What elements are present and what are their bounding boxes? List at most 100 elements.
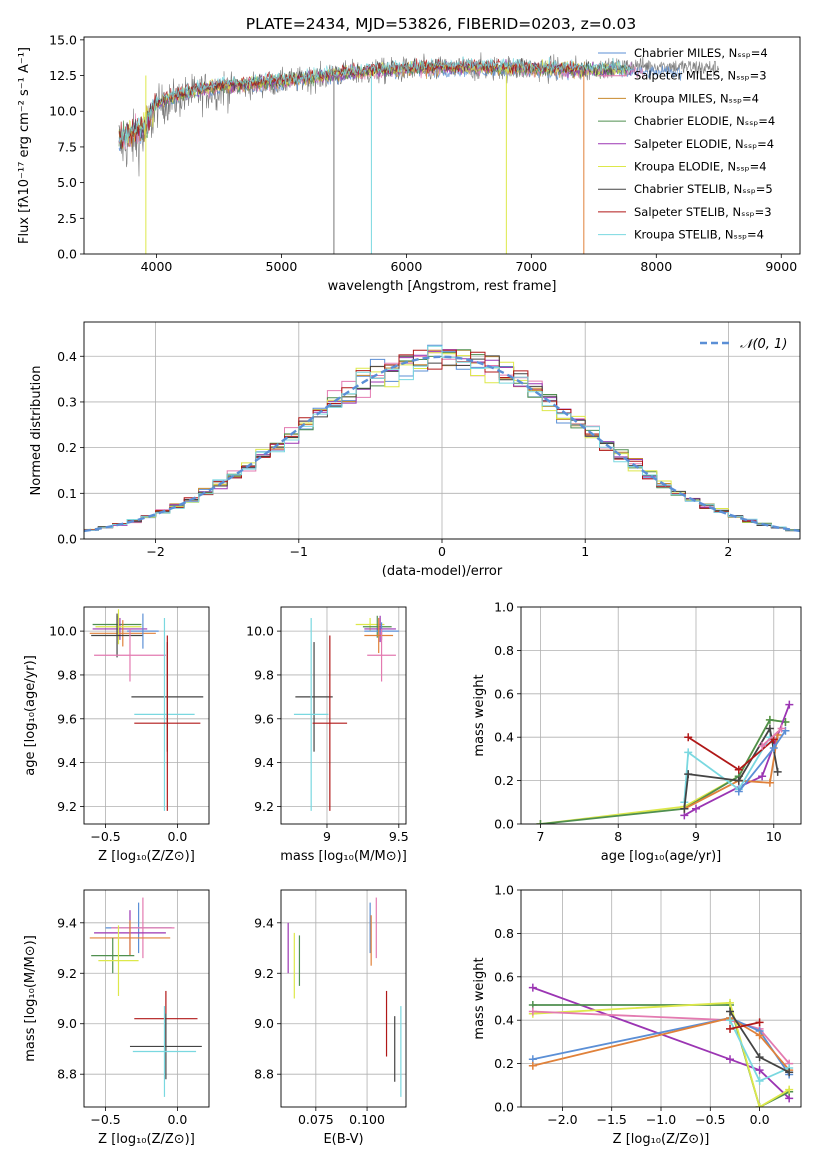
mass-weight-marker xyxy=(755,1031,764,1040)
mass-weight-marker xyxy=(765,778,774,787)
x-tick-label: −1.5 xyxy=(597,1112,627,1127)
y-tick-label: 0.4 xyxy=(57,349,77,364)
y-tick-label: 9.2 xyxy=(254,799,274,814)
mass-weight-marker xyxy=(734,776,743,785)
model-spectrum-line xyxy=(118,56,632,148)
x-tick-label: 0.0 xyxy=(167,829,187,844)
y-axis-label: Normed distribution xyxy=(29,366,44,496)
x-tick-label: 9000 xyxy=(765,259,797,274)
y-tick-label: 9.0 xyxy=(254,1016,274,1031)
x-tick-label: −1 xyxy=(290,544,308,559)
y-tick-label: 9.4 xyxy=(254,915,274,930)
mass-weight-marker xyxy=(785,1085,794,1094)
y-tick-label: 0.3 xyxy=(57,394,77,409)
x-tick-label: −0.5 xyxy=(90,829,120,844)
y-tick-label: 9.4 xyxy=(254,755,274,770)
y-tick-label: 1.0 xyxy=(494,600,514,615)
mass-weight-marker xyxy=(726,998,735,1007)
mass-weight-marker xyxy=(734,765,743,774)
legend-entry: Kroupa MILES, Nₛₛₚ=4 xyxy=(634,91,759,105)
mass-weight-marker xyxy=(758,772,767,781)
figure-title: PLATE=2434, MJD=53826, FIBERID=0203, z=0… xyxy=(246,15,636,33)
x-tick-label: −2.0 xyxy=(547,1112,577,1127)
x-tick-label: −0.5 xyxy=(695,1112,725,1127)
y-tick-label: 0.2 xyxy=(494,773,514,788)
x-tick-label: 9.5 xyxy=(389,829,409,844)
x-tick-label: −0.5 xyxy=(90,1112,120,1127)
plot-area xyxy=(536,700,794,824)
axes-frame xyxy=(83,606,210,825)
spectrum-panel: 4000 5000 6000 7000 8000 9000 0.0 2.5 5.0 7.5 10.0… xyxy=(17,32,801,294)
y-tick-label: 10.0 xyxy=(49,624,77,639)
y-tick-label: 9.8 xyxy=(254,667,274,682)
normal-distribution-curve xyxy=(84,355,800,533)
x-tick-label: 0.0 xyxy=(750,1112,770,1127)
y-tick-label: 0.0 xyxy=(57,247,77,262)
plot-area xyxy=(89,897,202,1097)
mass-weight-marker xyxy=(758,741,767,750)
legend-entry: Salpeter MILES, Nₛₛₚ=3 xyxy=(634,69,767,83)
plot-area xyxy=(287,897,402,1097)
x-tick-label: 6000 xyxy=(390,259,422,274)
y-tick-label: 9.2 xyxy=(57,799,77,814)
x-tick-label: 4000 xyxy=(141,259,173,274)
plot-area xyxy=(293,615,399,811)
x-tick-label: 9 xyxy=(323,829,331,844)
mass-weight-marker xyxy=(755,1076,764,1085)
mass-weight-line xyxy=(729,1021,760,1030)
y-tick-label: 0.0 xyxy=(494,817,514,832)
y-tick-label: 9.4 xyxy=(57,915,77,930)
y-tick-label: 9.6 xyxy=(254,711,274,726)
mass-weight-line xyxy=(761,727,783,747)
mass-weight-marker xyxy=(536,820,545,824)
mass-weight-line xyxy=(683,734,779,810)
legend-entry: 𝒩(0, 1) xyxy=(740,337,787,352)
y-tick-label: 5.0 xyxy=(57,175,77,190)
plot-area xyxy=(528,983,794,1107)
mass-weight-marker xyxy=(680,804,689,813)
mass-weight-marker xyxy=(785,1068,794,1077)
mass-weight-marker xyxy=(755,1103,764,1107)
x-axis-label: Z [log₁₀(Z/Z⊙)] xyxy=(98,1132,195,1147)
axes-frame xyxy=(520,606,802,825)
legend-entry: Chabrier ELODIE, Nₛₛₚ=4 xyxy=(634,114,775,128)
y-tick-label: 0.6 xyxy=(494,686,514,701)
y-tick-label: 8.8 xyxy=(57,1067,77,1082)
x-tick-label: 7000 xyxy=(515,259,547,274)
mass-weight-line xyxy=(683,736,771,803)
mass-vs-metallicity-panel: −0.5 0.0 8.8 9.0 9.2 9.4 Z [log₁₀(Z/Z⊙)] mass [… xyxy=(23,889,210,1147)
x-tick-label: 5000 xyxy=(266,259,298,274)
y-tick-label: 0.0 xyxy=(57,532,77,547)
y-axis-label: mass weight xyxy=(472,957,487,1039)
plot-area xyxy=(118,52,720,254)
axes-frame xyxy=(83,889,210,1108)
x-tick-label: 7 xyxy=(536,829,544,844)
y-tick-label: 12.5 xyxy=(49,68,77,83)
y-tick-label: 0.1 xyxy=(57,486,77,501)
legend-entry: Chabrier STELIB, Nₛₛₚ=5 xyxy=(634,182,773,196)
plot-area xyxy=(89,609,204,811)
mass-weight-marker xyxy=(684,748,693,757)
y-tick-label: 15.0 xyxy=(49,32,77,47)
legend-entry: Kroupa ELODIE, Nₛₛₚ=4 xyxy=(634,160,767,174)
mass-weight-vs-age-panel: 7 8 9 10 0.0 0.2 0.4 0.6 0.8 1.0 age [log₁₀(age/yr… xyxy=(472,600,802,864)
x-tick-label: 9 xyxy=(692,829,700,844)
x-tick-label: 2 xyxy=(724,544,732,559)
y-tick-label: 9.6 xyxy=(57,711,77,726)
mass-weight-marker xyxy=(726,1055,735,1064)
mass-weight-marker xyxy=(684,770,693,779)
mass-weight-marker xyxy=(755,1018,764,1027)
y-tick-label: 9.2 xyxy=(254,966,274,981)
y-tick-label: 0.0 xyxy=(494,1100,514,1115)
mass-weight-marker xyxy=(726,1024,735,1033)
x-tick-label: 10 xyxy=(766,829,782,844)
legend-entry: Salpeter STELIB, Nₛₛₚ=3 xyxy=(634,205,772,219)
y-tick-label: 10.0 xyxy=(246,624,274,639)
plot-area xyxy=(84,344,800,539)
mass-weight-marker xyxy=(528,983,537,992)
axes-frame xyxy=(83,321,801,540)
y-tick-label: 0.8 xyxy=(494,926,514,941)
mass-weight-marker xyxy=(777,724,786,733)
mass-weight-line xyxy=(532,1001,790,1107)
mass-weight-marker xyxy=(769,735,778,744)
